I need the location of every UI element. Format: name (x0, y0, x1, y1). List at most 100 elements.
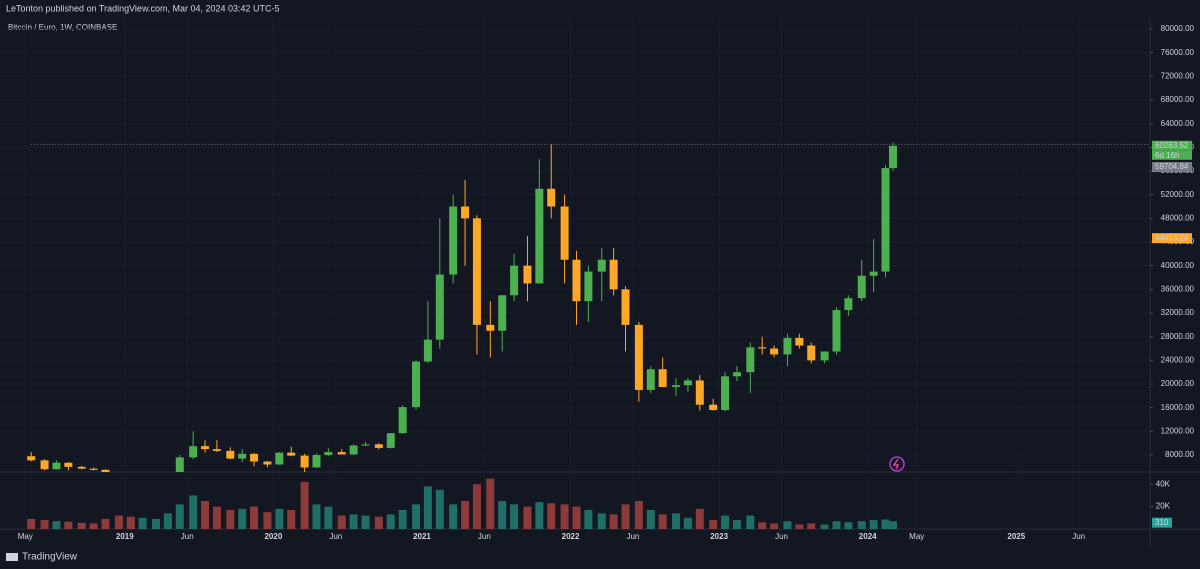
candle-body (732, 372, 741, 377)
price-badge-label: 60263.52 (1155, 141, 1189, 150)
candle-body (621, 289, 630, 325)
x-tick-label: 2021 (413, 532, 431, 541)
volume-bar (832, 521, 841, 529)
y-tick-label: 8000.00 (1165, 450, 1194, 459)
x-tick-label: 2020 (264, 532, 282, 541)
volume-bar (732, 520, 741, 529)
candle-body (486, 324, 495, 331)
y-tick-label: 20000.00 (1161, 379, 1195, 388)
candle-body (807, 345, 816, 361)
volume-bar (869, 520, 878, 529)
volume-bar (472, 484, 481, 529)
volume-bar (238, 508, 247, 529)
candle-body (189, 446, 198, 458)
volume-bar (64, 521, 73, 529)
volume-bar (189, 495, 198, 529)
candle-body (212, 449, 221, 451)
volume-bar (709, 520, 718, 529)
volume-bar (435, 489, 444, 529)
countdown: 6d 16h (1155, 151, 1179, 160)
volume-bar (386, 514, 395, 529)
candle-body (783, 337, 792, 355)
y-tick-label: 24000.00 (1161, 355, 1195, 364)
volume-bar (510, 504, 519, 529)
volume-bar (634, 501, 643, 529)
candle-body (560, 206, 569, 260)
y-tick-label: 36000.00 (1161, 284, 1195, 293)
volume-badge-label: 310 (1155, 518, 1169, 527)
candle-body (40, 460, 49, 470)
volume-bar (795, 524, 804, 529)
candle-body (584, 271, 593, 302)
x-tick-label: Jun (329, 532, 342, 541)
event-icon[interactable] (889, 456, 905, 472)
volume-bar (621, 504, 630, 529)
y-tick-label: 12000.00 (1161, 426, 1195, 435)
candle-body (721, 376, 730, 411)
candle-body (888, 145, 897, 169)
volume-bar (523, 506, 532, 529)
candle-body (683, 380, 692, 386)
volume-bar (683, 517, 692, 529)
volume-bar (609, 514, 618, 529)
candle-body (435, 274, 444, 340)
volume-bar (201, 501, 210, 529)
candle-body (398, 407, 407, 434)
volume-tick-label: 20K (1156, 502, 1171, 511)
volume-bar (398, 509, 407, 529)
volume-bar (658, 514, 667, 529)
candle-body (337, 452, 346, 455)
volume-bar (844, 522, 853, 529)
candle-body (658, 369, 667, 387)
y-tick-label: 28000.00 (1161, 332, 1195, 341)
volume-bar (101, 518, 110, 529)
candle-body (27, 456, 36, 461)
volume-bar (461, 501, 470, 529)
volume-bar (361, 515, 370, 529)
candle-body (695, 380, 704, 405)
y-tick-label: 52000.00 (1161, 190, 1195, 199)
volume-bar (486, 478, 495, 529)
volume-bar (126, 516, 135, 529)
candle-body (449, 206, 458, 275)
volume-bar (263, 512, 272, 529)
candle-body (412, 361, 421, 408)
price-badge (1152, 233, 1192, 244)
candle-body (535, 188, 544, 284)
x-tick-label: 2023 (710, 532, 728, 541)
volume-bar (300, 481, 309, 529)
candle-body (175, 457, 184, 472)
candle-body (226, 450, 235, 459)
countdown-badge (1152, 150, 1192, 160)
volume-bar (287, 509, 296, 529)
volume-bar (250, 506, 259, 529)
volume-badge (1152, 517, 1172, 528)
volume-bar (746, 515, 755, 529)
volume-bar (584, 509, 593, 529)
volume-bar (175, 504, 184, 529)
price-badge (1152, 162, 1192, 173)
candle-body (201, 446, 210, 450)
x-tick-label: Jun (626, 532, 639, 541)
candle-body (770, 348, 779, 355)
x-tick-label: Jun (181, 532, 194, 541)
candle-body (746, 347, 755, 373)
volume-bar (40, 520, 49, 529)
candle-body (820, 351, 829, 361)
volume-bar (449, 504, 458, 529)
y-tick-label: 68000.00 (1161, 95, 1195, 104)
candle-body (238, 453, 247, 459)
y-tick-label: 80000.00 (1161, 24, 1195, 33)
volume-tick-label: 40K (1156, 479, 1171, 488)
y-tick-label: 40000.00 (1161, 261, 1195, 270)
volume-bar (349, 514, 358, 529)
volume-bar (423, 486, 432, 529)
candle-body (263, 461, 272, 465)
volume-bar (820, 524, 829, 529)
candle-body (287, 452, 296, 456)
y-tick-label: 76000.00 (1161, 48, 1195, 57)
volume-bar (881, 519, 890, 529)
y-tick-label: 16000.00 (1161, 403, 1195, 412)
candle-body (300, 455, 309, 468)
